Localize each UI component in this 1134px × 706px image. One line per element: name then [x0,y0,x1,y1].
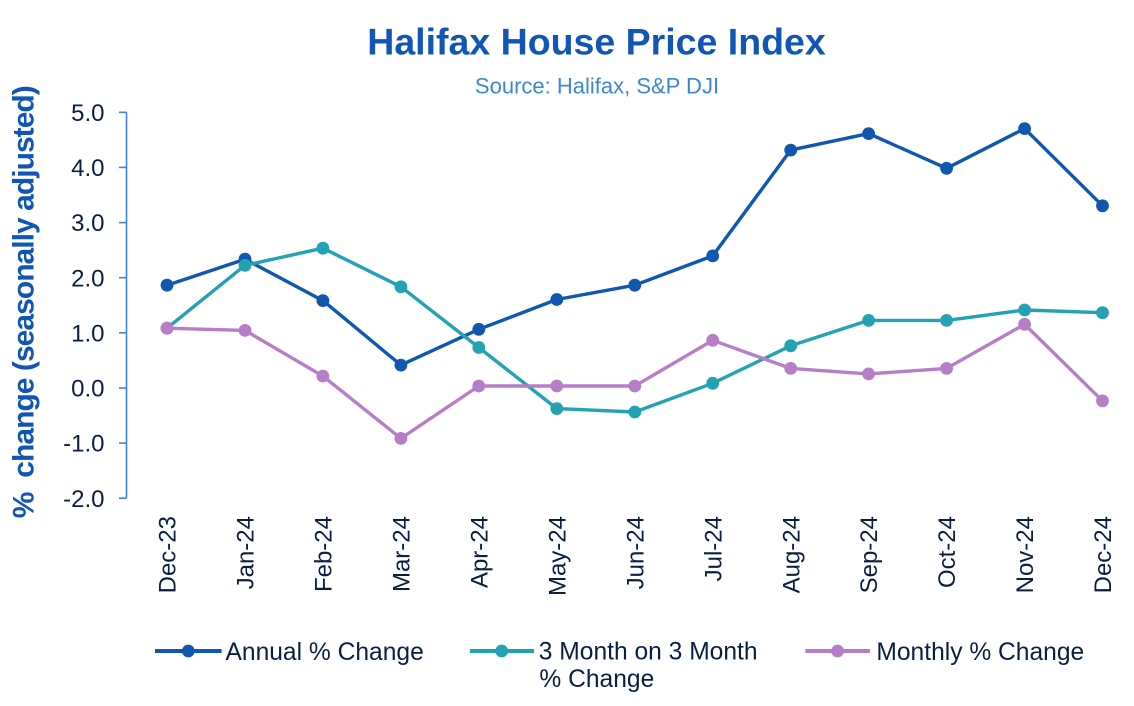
svg-text:Halifax House Price Index: Halifax House Price Index [367,21,826,63]
svg-text:0.0: 0.0 [71,376,104,403]
svg-text:5.0: 5.0 [71,100,104,127]
svg-text:Feb-24: Feb-24 [311,516,338,592]
svg-text:Apr-24: Apr-24 [466,516,493,588]
svg-text:3.0: 3.0 [71,210,104,237]
svg-text:2.0: 2.0 [71,265,104,292]
svg-text:May-24: May-24 [544,516,571,596]
svg-text:Jul-24: Jul-24 [700,516,727,581]
svg-text:Monthly % Change: Monthly % Change [876,639,1084,666]
svg-text:1.0: 1.0 [71,320,104,347]
svg-text:Jan-24: Jan-24 [233,516,260,589]
svg-text:Aug-24: Aug-24 [778,516,805,593]
svg-text:Oct-24: Oct-24 [934,516,961,588]
svg-text:Sep-24: Sep-24 [856,516,883,593]
svg-text:Mar-24: Mar-24 [389,516,416,592]
svg-text:4.0: 4.0 [71,155,104,182]
svg-text:-1.0: -1.0 [63,431,104,458]
svg-text:% change (seasonally adjusted: % change (seasonally adjusted) [7,85,40,518]
svg-text:Jun-24: Jun-24 [622,516,649,589]
svg-text:3 Month on 3 Month: 3 Month on 3 Month [539,639,758,666]
svg-text:-2.0: -2.0 [63,486,104,513]
svg-text:% Change: % Change [539,666,654,693]
svg-text:Dec-24: Dec-24 [1090,516,1117,593]
svg-text:Nov-24: Nov-24 [1012,516,1039,593]
svg-text:Source: Halifax, S&P DJI: Source: Halifax, S&P DJI [475,74,719,99]
svg-text:Annual % Change: Annual % Change [226,639,424,666]
svg-text:Dec-23: Dec-23 [155,516,182,593]
